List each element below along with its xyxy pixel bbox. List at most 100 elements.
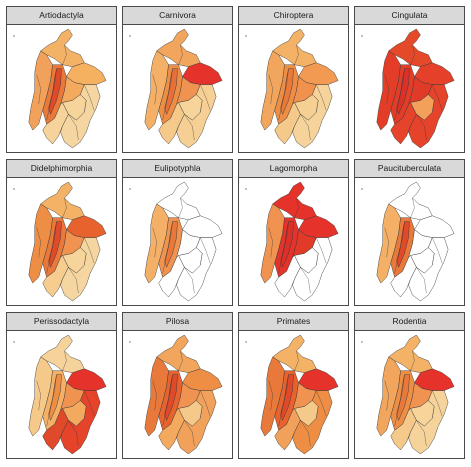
river-line: [162, 68, 173, 121]
river-line: [200, 84, 211, 111]
region-north: [156, 181, 201, 220]
region-north: [156, 28, 201, 67]
region-north: [272, 334, 317, 373]
region-andes-inner: [280, 68, 294, 115]
river-line: [416, 114, 427, 141]
facet-title: Artiodactyla: [7, 7, 116, 25]
region-east: [182, 215, 223, 238]
facet-panel: Chiroptera: [238, 6, 349, 153]
river-line: [84, 390, 95, 417]
marker-dot: [129, 341, 131, 343]
river-line: [162, 221, 173, 274]
river-line: [200, 237, 211, 264]
river-line: [268, 74, 273, 105]
river-line: [432, 84, 443, 111]
region-north: [272, 28, 317, 67]
river-line: [300, 114, 311, 141]
river-line: [384, 74, 389, 105]
region-east: [298, 368, 339, 391]
region-map: [123, 25, 232, 152]
map-svg: [144, 334, 223, 455]
marker-dot: [13, 35, 15, 37]
river-line: [278, 374, 289, 427]
river-line: [410, 197, 415, 218]
facet-panel: Pilosa: [122, 312, 233, 459]
region-map: [355, 25, 464, 152]
river-line: [62, 350, 67, 371]
region-map: [355, 178, 464, 305]
facet-panel: Rodentia: [354, 312, 465, 459]
river-line: [162, 374, 173, 427]
facet-panel: Primates: [238, 312, 349, 459]
facet-title: Cingulata: [355, 7, 464, 25]
region-andes-inner: [48, 374, 62, 421]
marker-dot: [129, 188, 131, 190]
region-amazon: [292, 84, 333, 149]
region-andes-inner: [164, 68, 178, 115]
facet-title: Didelphimorphia: [7, 160, 116, 178]
river-line: [294, 44, 299, 65]
facet-title: Perissodactyla: [7, 313, 116, 331]
region-east: [66, 62, 107, 85]
map-svg: [260, 28, 339, 149]
river-line: [152, 380, 157, 411]
region-amazon: [408, 237, 449, 302]
region-andes-inner: [396, 68, 410, 115]
river-line: [84, 237, 95, 264]
river-line: [68, 267, 79, 294]
region-andes-inner: [396, 374, 410, 421]
river-line: [84, 84, 95, 111]
region-andes-inner: [164, 374, 178, 421]
map-svg: [260, 334, 339, 455]
facet-panel: Paucituberculata: [354, 159, 465, 306]
facet-panel: Lagomorpha: [238, 159, 349, 306]
region-amazon: [292, 237, 333, 302]
region-map: [7, 178, 116, 305]
river-line: [278, 68, 289, 121]
river-line: [46, 374, 57, 427]
marker-dot: [361, 341, 363, 343]
region-amazon: [408, 84, 449, 149]
river-line: [178, 44, 183, 65]
region-north: [388, 181, 433, 220]
region-map: [123, 331, 232, 458]
river-line: [410, 44, 415, 65]
facet-title: Pilosa: [123, 313, 232, 331]
region-map: [239, 25, 348, 152]
region-east: [298, 215, 339, 238]
region-north: [388, 334, 433, 373]
marker-dot: [245, 188, 247, 190]
region-amazon: [60, 390, 101, 455]
region-east: [182, 368, 223, 391]
region-map: [239, 331, 348, 458]
region-east: [182, 62, 223, 85]
facet-title: Primates: [239, 313, 348, 331]
map-svg: [28, 334, 107, 455]
facet-panel: Artiodactyla: [6, 6, 117, 153]
river-line: [432, 390, 443, 417]
river-line: [36, 74, 41, 105]
river-line: [316, 237, 327, 264]
river-line: [394, 68, 405, 121]
river-line: [178, 350, 183, 371]
region-amazon: [60, 237, 101, 302]
map-svg: [28, 181, 107, 302]
region-north: [388, 28, 433, 67]
region-amazon: [176, 390, 217, 455]
region-east: [298, 62, 339, 85]
region-andes-inner: [280, 374, 294, 421]
region-andes-inner: [396, 221, 410, 268]
river-line: [184, 420, 195, 447]
region-map: [7, 25, 116, 152]
region-amazon: [60, 84, 101, 149]
river-line: [62, 44, 67, 65]
facet-panel: Cingulata: [354, 6, 465, 153]
facet-title: Paucituberculata: [355, 160, 464, 178]
region-north: [272, 181, 317, 220]
river-line: [432, 237, 443, 264]
river-line: [46, 221, 57, 274]
marker-dot: [245, 35, 247, 37]
region-east: [414, 368, 455, 391]
map-svg: [144, 28, 223, 149]
region-east: [66, 215, 107, 238]
